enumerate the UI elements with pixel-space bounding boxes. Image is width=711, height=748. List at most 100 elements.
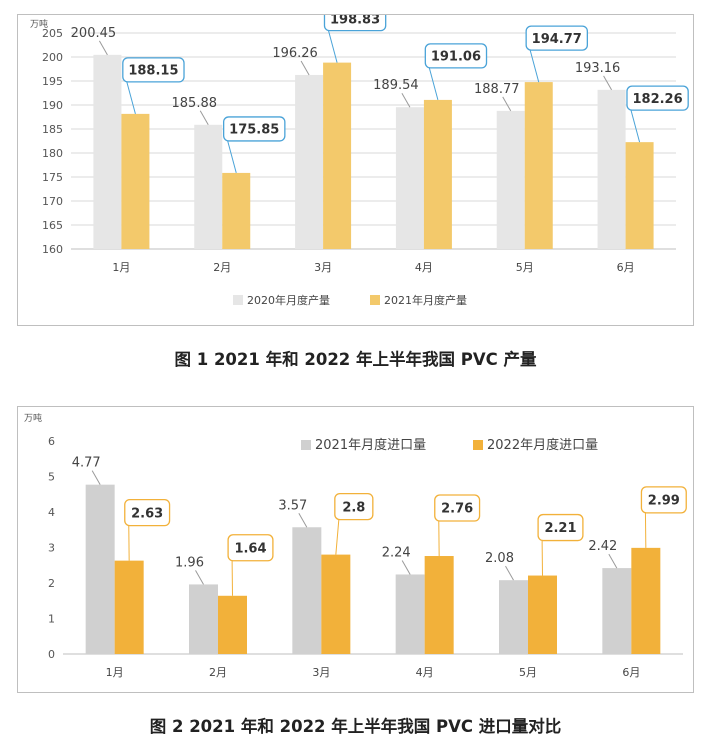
bar-series-1 (597, 89, 626, 249)
legend-swatch-2 (473, 440, 483, 450)
label-leader (98, 40, 108, 56)
figure-2-caption: 图 2 2021 年和 2022 年上半年我国 PVC 进口量对比 (149, 717, 562, 736)
production-chart-panel: 万吨 160 165 170 175 180 185 190 195 200 205 200.45 18… (17, 5, 694, 326)
data-label-series-2: 2.21 (544, 521, 576, 536)
data-label-series-1: 185.88 (172, 96, 218, 111)
data-label-series-1: 200.45 (71, 26, 117, 41)
label-leader (603, 75, 613, 91)
x-tick-label: 5月 (519, 666, 537, 679)
bar-series-1 (395, 574, 425, 654)
import-chart-panel: 万吨 0 1 2 3 4 5 6 4.77 2.63 1月 1.96 1.64 2月 3.57 2.8 3月 2.… (17, 406, 694, 693)
data-label-series-1: 2.24 (382, 545, 411, 560)
bar-series-1 (85, 484, 115, 654)
callout-leader (126, 81, 136, 115)
data-label-series-2: 2.99 (648, 494, 680, 509)
x-tick-label: 3月 (314, 261, 332, 274)
label-leader (401, 560, 411, 575)
y-tick-label: 185 (42, 123, 63, 136)
label-leader (91, 470, 101, 485)
data-label-series-1: 189.54 (373, 78, 419, 93)
y-tick-label: 4 (48, 506, 55, 519)
data-callout-box (626, 85, 689, 111)
data-label-series-2: 191.06 (431, 50, 481, 65)
y-unit-label: 万吨 (24, 412, 42, 424)
bar-series-2 (423, 99, 452, 249)
x-tick-label: 2月 (209, 666, 227, 679)
bar-series-2 (321, 554, 351, 654)
x-tick-label: 1月 (106, 666, 124, 679)
data-label-series-1: 188.77 (474, 82, 520, 97)
x-tick-label: 4月 (416, 666, 434, 679)
bar-series-2 (218, 595, 247, 654)
y-tick-label: 3 (48, 542, 55, 555)
bar-series-2 (114, 560, 144, 654)
y-tick-label: 1 (48, 613, 55, 626)
data-label-series-2: 182.26 (632, 92, 682, 107)
x-tick-label: 6月 (617, 261, 635, 274)
callout-leader (328, 30, 338, 63)
label-leader (298, 513, 308, 528)
callout-leader (630, 110, 641, 143)
x-tick-label: 2月 (213, 261, 231, 274)
data-label-series-1: 193.16 (575, 61, 621, 76)
x-tick-label: 5月 (516, 261, 534, 274)
data-callout-box (124, 498, 171, 527)
bar-series-1 (93, 54, 122, 250)
data-label-series-2: 198.83 (330, 15, 380, 27)
label-leader (608, 553, 618, 569)
bar-series-2 (222, 172, 251, 249)
y-tick-label: 5 (48, 471, 55, 484)
x-tick-label: 3月 (312, 666, 330, 679)
bar-series-2 (631, 547, 661, 654)
y-tick-label: 6 (48, 435, 55, 448)
import-chart: 万吨 0 1 2 3 4 5 6 4.77 2.63 1月 1.96 1.64 2月 3.57 2.8 3月 2.… (24, 412, 687, 679)
data-label-series-1: 1.96 (175, 555, 204, 570)
y-tick-label: 0 (48, 648, 55, 661)
legend-label-2: 2022年月度进口量 (487, 437, 598, 453)
y-tick-label: 160 (42, 243, 63, 256)
y-tick-label: 170 (42, 195, 63, 208)
bar-series-1 (295, 74, 324, 249)
bar-series-1 (496, 110, 525, 250)
callout-leader (529, 49, 540, 83)
bar-series-1 (499, 580, 528, 654)
bar-series-1 (292, 527, 322, 654)
data-callout-box (222, 116, 286, 142)
label-leader (502, 96, 512, 112)
y-tick-label: 2 (48, 577, 55, 590)
production-chart: 万吨 160 165 170 175 180 185 190 195 200 205 200.45 18… (30, 5, 689, 307)
legend-swatch-2 (370, 295, 380, 305)
x-tick-label: 4月 (415, 261, 433, 274)
y-tick-label: 190 (42, 99, 63, 112)
y-unit-label: 万吨 (30, 18, 48, 30)
y-tick-label: 200 (42, 51, 63, 64)
bar-series-2 (625, 142, 654, 249)
label-leader (505, 565, 514, 581)
y-tick-label: 175 (42, 171, 63, 184)
x-tick-label: 1月 (112, 261, 130, 274)
data-label-series-1: 2.42 (588, 539, 617, 554)
bar-series-1 (189, 584, 218, 654)
data-callout-box (640, 486, 687, 514)
bar-series-1 (602, 568, 632, 654)
data-label-series-2: 1.64 (234, 541, 266, 556)
legend-label-1: 2020年月度产量 (247, 293, 330, 307)
label-leader (195, 570, 204, 585)
legend-label-1: 2021年月度进口量 (315, 437, 426, 453)
data-label-series-2: 2.63 (131, 506, 163, 521)
legend-label-2: 2021年月度产量 (384, 293, 467, 307)
data-label-series-2: 188.15 (128, 64, 178, 79)
bar-series-1 (194, 124, 223, 249)
data-callout-box (434, 494, 481, 522)
bar-series-2 (524, 82, 553, 249)
data-callout-box (227, 534, 274, 562)
data-label-series-1: 196.26 (272, 46, 318, 61)
y-tick-label: 195 (42, 75, 63, 88)
bar-series-1 (395, 107, 424, 249)
label-leader (199, 110, 209, 126)
data-callout-box (525, 25, 588, 51)
bar-series-2 (528, 575, 557, 654)
bar-series-2 (323, 62, 352, 250)
data-label-series-1: 2.08 (485, 551, 514, 566)
bar-series-2 (424, 556, 454, 654)
